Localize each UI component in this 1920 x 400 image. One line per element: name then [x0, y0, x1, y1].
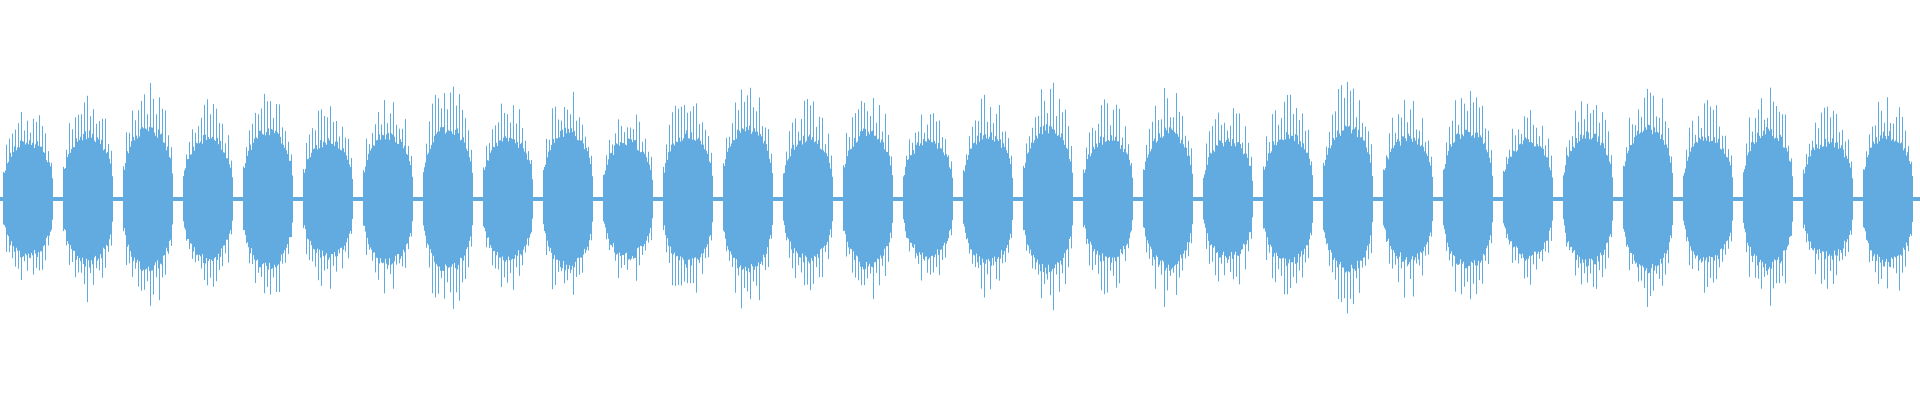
waveform — [0, 81, 1920, 314]
